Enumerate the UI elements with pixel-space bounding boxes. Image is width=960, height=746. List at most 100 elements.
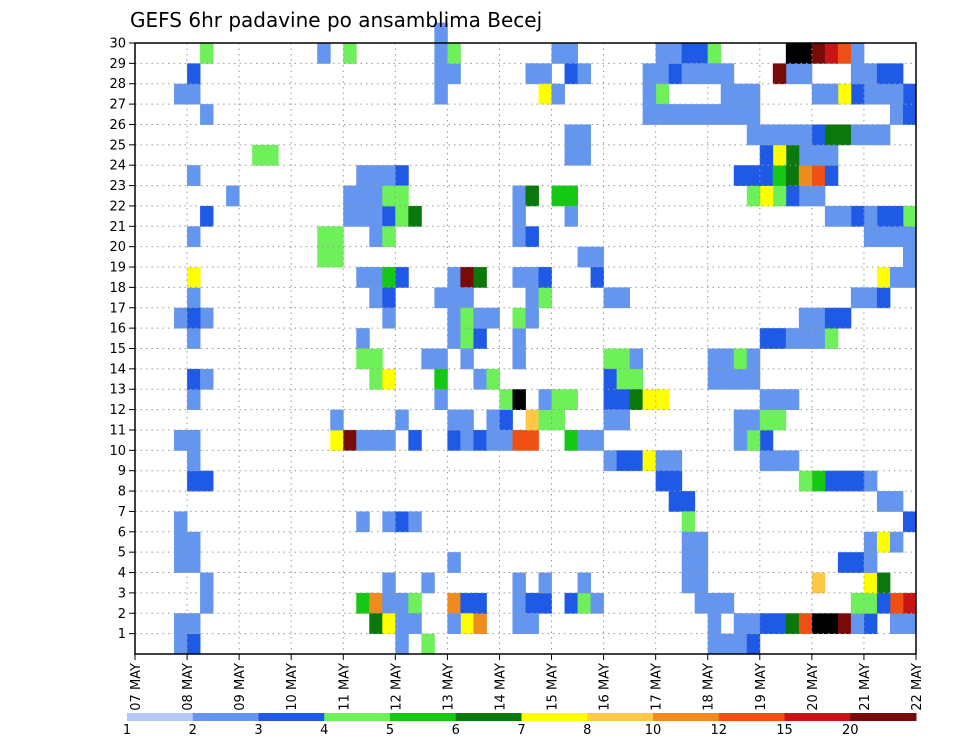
heatmap-cell (811, 124, 826, 146)
heatmap-cell (902, 83, 917, 105)
heatmap-cell (499, 409, 513, 431)
heatmap-cell (772, 450, 787, 472)
heatmap-cell (642, 83, 657, 105)
heatmap-cell (551, 43, 565, 64)
heatmap-cell (187, 470, 201, 492)
heatmap-cell (759, 613, 774, 635)
heatmap-cell (330, 246, 344, 268)
colorbar-swatch (521, 713, 588, 721)
heatmap-cell (759, 409, 774, 431)
colorbar-label: 3 (254, 723, 262, 738)
y-tick-label: 14 (109, 362, 126, 377)
heatmap-cell (447, 613, 461, 635)
heatmap-cell (447, 409, 461, 431)
heatmap-cell (850, 613, 865, 635)
y-tick-label: 22 (109, 199, 126, 214)
heatmap-cell (174, 531, 188, 553)
colorbar-label: 20 (842, 723, 859, 738)
x-axis: 07 MAY 08 MAY 09 MAY 10 MAY 11 MAY 12 MAY 13 M… (129, 654, 925, 711)
heatmap-cell (785, 450, 800, 472)
heatmap-cell (356, 592, 370, 614)
heatmap-cell (889, 613, 904, 635)
heatmap-cell (356, 511, 370, 533)
y-tick-label: 29 (109, 57, 126, 72)
heatmap-cell (850, 63, 865, 85)
heatmap-cell (785, 328, 800, 349)
heatmap-cell (187, 450, 201, 472)
heatmap-cell (590, 246, 604, 268)
heatmap-cell (564, 185, 578, 207)
heatmap-cell (733, 613, 748, 635)
heatmap-cell (356, 185, 370, 207)
chart-title: GEFS 6hr padavine po ansamblima Becej (130, 8, 542, 32)
heatmap-cell (460, 592, 474, 614)
heatmap-cell (460, 409, 474, 431)
heatmap-cell (902, 592, 917, 614)
y-tick-label: 28 (109, 77, 126, 92)
heatmap-cell (837, 205, 852, 227)
heatmap-cell (447, 328, 461, 349)
heatmap-cell (642, 104, 657, 125)
y-tick-label: 9 (118, 464, 126, 479)
heatmap-cell (759, 124, 774, 146)
colorbar-label: 2 (189, 723, 197, 738)
heatmap-cell (746, 633, 761, 655)
heatmap-cell (460, 287, 474, 309)
heatmap-cell (642, 389, 657, 410)
heatmap-cell (382, 185, 396, 207)
heatmap-cell (538, 83, 552, 105)
heatmap-cell (746, 613, 761, 635)
heatmap-cell (447, 552, 461, 573)
x-tick-label: 08 MAY (181, 663, 196, 711)
heatmap-cell (187, 226, 201, 248)
heatmap-cell (447, 287, 461, 309)
heatmap-cell (369, 165, 383, 186)
heatmap-cell (434, 287, 448, 309)
colorbar-swatch (784, 713, 851, 721)
heatmap-cell (642, 450, 657, 472)
heatmap-cell (798, 124, 813, 146)
heatmap-cell (200, 307, 214, 329)
heatmap-cell (902, 205, 917, 227)
heatmap-cell (512, 267, 526, 288)
heatmap-cell (564, 429, 578, 451)
heatmap-cell (811, 470, 826, 492)
y-tick-label: 26 (109, 118, 126, 133)
heatmap-cell (772, 165, 787, 186)
heatmap-cell (174, 307, 188, 329)
heatmap-cell (746, 185, 761, 207)
heatmap-cell (746, 124, 761, 146)
heatmap-cell (889, 531, 904, 553)
heatmap-cell (512, 307, 526, 329)
heatmap-cell (759, 165, 774, 186)
heatmap-cell (343, 43, 357, 64)
heatmap-cell (525, 429, 539, 451)
heatmap-cell (707, 368, 722, 390)
heatmap-cell (525, 185, 539, 207)
heatmap-cell (824, 328, 839, 349)
heatmap-cell (811, 43, 826, 64)
heatmap-cell (187, 267, 201, 288)
heatmap-cell (746, 429, 761, 451)
heatmap-cell (824, 144, 839, 166)
heatmap-cell (616, 450, 631, 472)
heatmap-cell (876, 491, 891, 512)
heatmap-cell (265, 144, 279, 166)
x-tick-label: 14 MAY (493, 663, 508, 711)
heatmap-cell (720, 104, 735, 125)
heatmap-cell (681, 43, 696, 64)
y-tick-label: 17 (109, 301, 126, 316)
heatmap-cell (772, 328, 787, 349)
heatmap-cell (863, 124, 878, 146)
heatmap-cell (759, 450, 774, 472)
heatmap-cell (564, 144, 578, 166)
colorbar-swatch (258, 713, 325, 721)
heatmap-cell (902, 613, 917, 635)
heatmap-cell (902, 511, 917, 533)
y-tick-label: 20 (109, 240, 126, 255)
heatmap-cell (603, 287, 618, 309)
heatmap-cell (577, 429, 591, 451)
heatmap-cell (499, 429, 513, 451)
x-tick-label: 19 MAY (754, 663, 769, 711)
